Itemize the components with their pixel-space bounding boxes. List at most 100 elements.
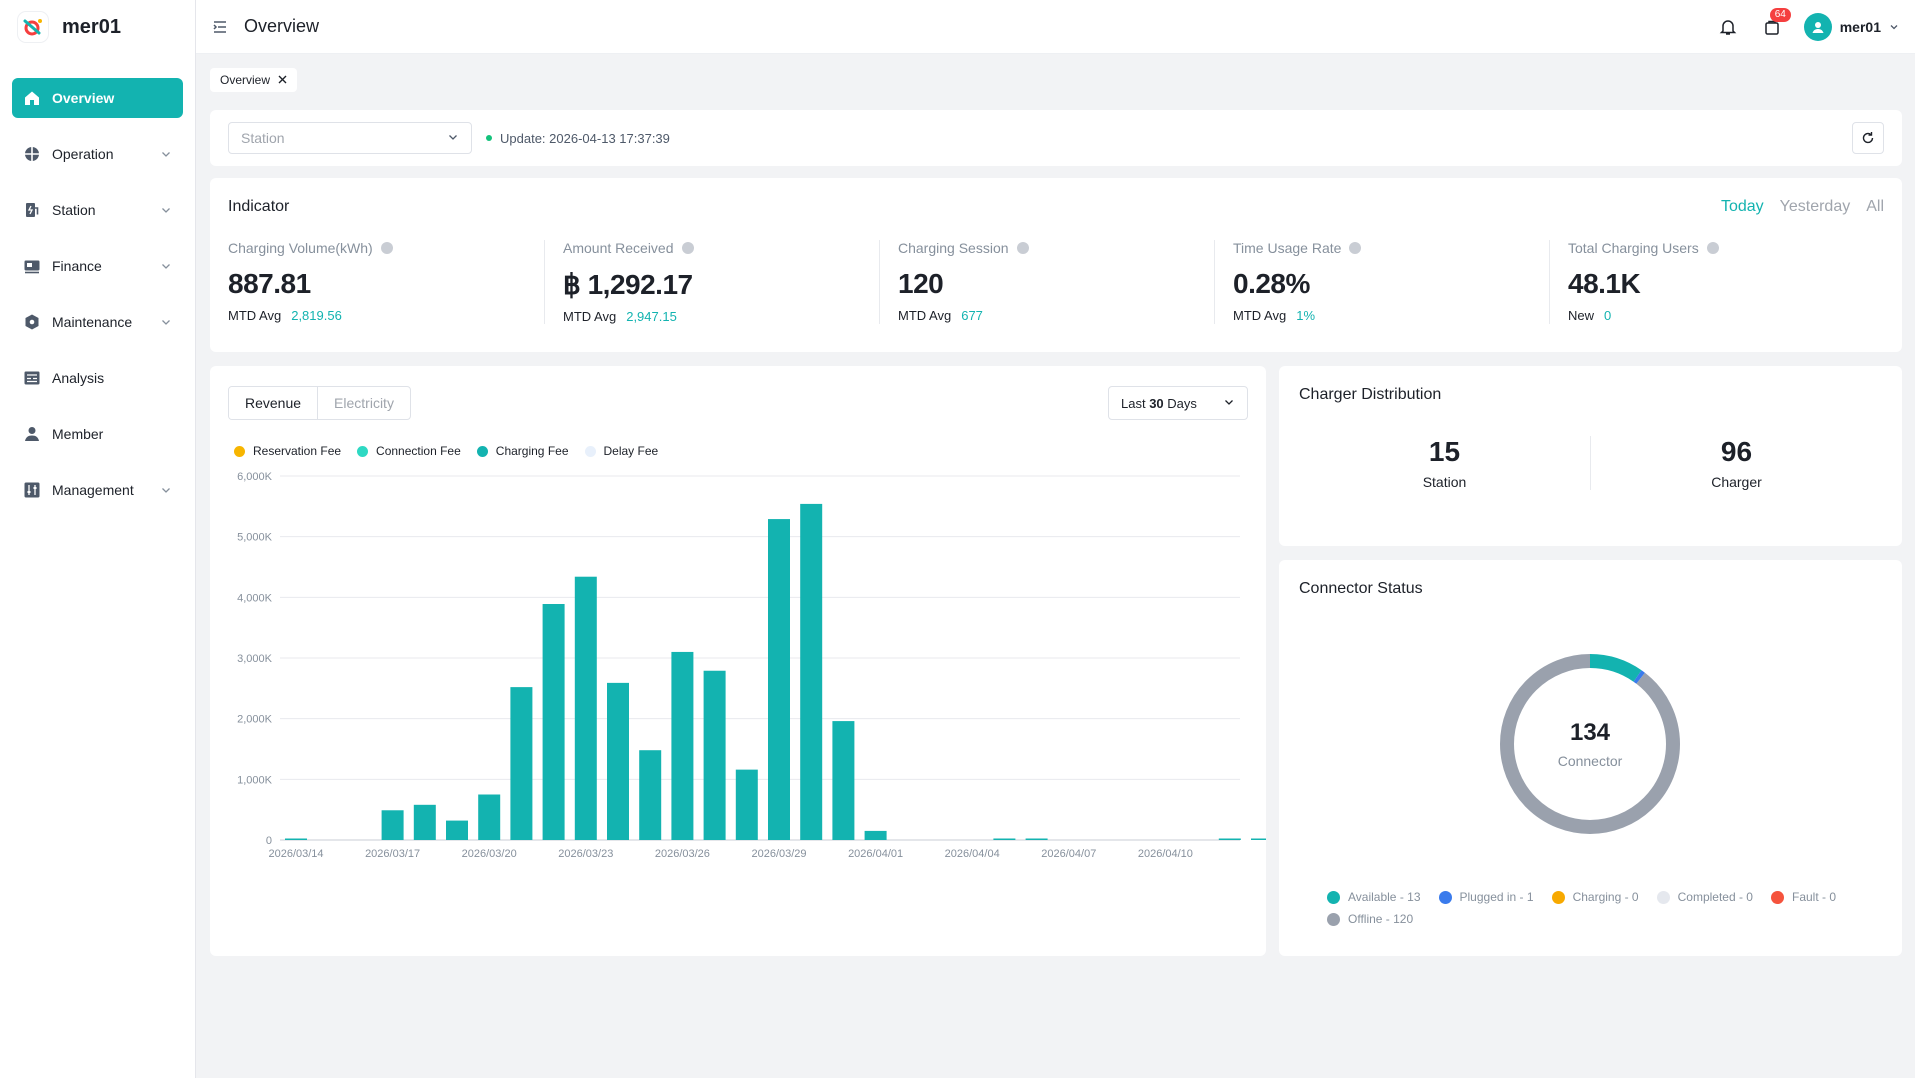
tab-electricity[interactable]: Electricity	[334, 395, 394, 411]
legend-swatch	[1770, 890, 1784, 904]
legend-item[interactable]: Reservation Fee	[234, 444, 341, 458]
period-today[interactable]: Today	[1720, 198, 1764, 215]
legend-item[interactable]: Offline - 120	[1327, 912, 1413, 926]
page-title: Overview	[244, 16, 320, 36]
notification-bell-icon[interactable]	[1716, 15, 1740, 39]
bar-2026/03/30[interactable]	[800, 503, 823, 840]
user-menu[interactable]: mer01	[1803, 12, 1899, 41]
metric-label: Total Charging Users	[1568, 240, 1699, 256]
bar-2026/03/22[interactable]	[542, 604, 565, 840]
charger-distribution-panel: Charger Distribution 15 Station 96 Charg…	[1279, 366, 1902, 546]
legend-item[interactable]: Delay Fee	[584, 444, 659, 458]
legend-item[interactable]: Connection Fee	[357, 444, 461, 458]
update-time: 2026-04-13 17:37:39	[549, 130, 670, 146]
info-icon[interactable]	[1016, 242, 1029, 254]
metric-sub-label: MTD Avg	[898, 308, 952, 323]
bar-2026/03/18[interactable]	[413, 804, 436, 840]
sidebar-item-overview[interactable]: Overview	[12, 78, 183, 118]
metric-card: Amount Received ฿ 1,292.17 MTD Avg 2,947.15	[563, 240, 880, 324]
period-yesterday[interactable]: Yesterday	[1779, 198, 1851, 215]
bar-2026/04/06[interactable]	[1025, 838, 1048, 841]
legend-swatch	[1327, 912, 1340, 926]
connector-total-label: Connector	[1557, 753, 1623, 769]
bar-2026/03/28[interactable]	[735, 769, 758, 840]
donut-slice[interactable]	[1500, 654, 1680, 834]
date-range-select[interactable]: Last 30 Days	[1108, 386, 1248, 420]
bar-2026/03/19[interactable]	[446, 820, 468, 840]
task-bag-icon[interactable]: 64	[1760, 7, 1791, 39]
close-icon[interactable]	[278, 73, 287, 87]
period-all[interactable]: All	[1866, 198, 1884, 215]
tab-overview[interactable]: Overview	[210, 68, 298, 92]
bar-2026/03/14[interactable]	[285, 838, 307, 841]
metric-card: Total Charging Users 48.1K New 0	[1568, 240, 1884, 324]
bar-2026/03/24[interactable]	[607, 682, 629, 840]
bar-2026/03/31[interactable]	[832, 721, 855, 840]
bar-2026/03/27[interactable]	[703, 670, 726, 840]
station-count-value: 15	[1428, 436, 1461, 467]
legend-item[interactable]: Charging - 0	[1551, 890, 1639, 904]
bar-2026/03/23[interactable]	[574, 576, 597, 840]
legend-swatch	[234, 445, 245, 457]
tab-revenue[interactable]: Revenue	[229, 387, 319, 419]
management-icon	[22, 480, 42, 500]
info-icon[interactable]	[681, 242, 694, 254]
legend-label: Fault - 0	[1791, 890, 1836, 904]
revenue-electricity-toggle: Revenue Electricity	[228, 386, 411, 420]
sidebar-item-member[interactable]: Member	[12, 414, 183, 454]
sidebar-item-operation[interactable]: Operation	[12, 134, 183, 174]
legend-item[interactable]: Completed - 0	[1656, 890, 1753, 904]
bar-2026/03/17[interactable]	[381, 810, 404, 840]
sidebar: mer01 Overview Operation Station Finance Mai…	[0, 0, 196, 1078]
bar-2026/04/12[interactable]	[1218, 838, 1241, 841]
metric-sub-label: MTD Avg	[1233, 308, 1287, 323]
sidebar-item-label: Overview	[52, 90, 115, 106]
sidebar-item-station[interactable]: Station	[12, 190, 183, 230]
legend-label: Delay Fee	[603, 444, 659, 458]
x-tick-label: 2026/03/29	[751, 848, 806, 860]
bar-2026/03/26[interactable]	[671, 651, 694, 840]
connector-status-panel: Connector Status 134 Connector Available…	[1279, 560, 1902, 956]
metric-card: Charging Volume(kWh) 887.81 MTD Avg 2,819.5…	[228, 240, 545, 324]
metric-card: Time Usage Rate 0.28% MTD Avg 1%	[1233, 240, 1550, 324]
refresh-button[interactable]	[1852, 122, 1884, 154]
legend-item[interactable]: Charging Fee	[476, 444, 569, 458]
legend-swatch	[357, 445, 369, 457]
legend-label: Reservation Fee	[253, 444, 342, 458]
bar-2026/03/20[interactable]	[478, 794, 501, 841]
indicator-panel: Indicator Today Yesterday All Charging Vol…	[210, 178, 1902, 352]
bar-2026/03/29[interactable]	[768, 519, 790, 840]
info-icon[interactable]	[380, 242, 393, 254]
metric-value: 887.81	[228, 268, 311, 299]
bar-2026/04/01[interactable]	[864, 830, 887, 840]
metric-sub-value: 677	[961, 308, 983, 323]
info-icon[interactable]	[1349, 242, 1362, 254]
legend-item[interactable]: Available - 13	[1327, 890, 1421, 904]
bar-2026/03/25[interactable]	[639, 750, 662, 840]
legend-item[interactable]: Fault - 0	[1770, 890, 1836, 904]
metric-sub-value: 2,819.56	[291, 308, 342, 323]
station-select-placeholder: Station	[241, 130, 285, 146]
x-tick-label: 2026/04/07	[1041, 848, 1096, 860]
collapse-menu-icon[interactable]	[212, 18, 230, 36]
x-tick-label: 2026/04/04	[945, 848, 1000, 860]
revenue-chart-panel: Revenue Electricity Last 30 Days Reservat…	[210, 366, 1266, 956]
sidebar-item-finance[interactable]: Finance	[12, 246, 183, 286]
x-tick-label: 2026/04/10	[1138, 848, 1193, 860]
legend-item[interactable]: Plugged in - 1	[1438, 890, 1534, 904]
chevron-down-icon	[1223, 396, 1235, 411]
bar-2026/04/05[interactable]	[993, 838, 1016, 841]
station-select[interactable]: Station	[228, 122, 472, 154]
info-icon[interactable]	[1706, 242, 1719, 254]
y-tick-label: 1,000K	[237, 774, 273, 786]
sidebar-item-analysis[interactable]: Analysis	[12, 358, 183, 398]
finance-icon	[22, 256, 42, 276]
connector-legend: Available - 13 Plugged in - 1 Charging - 0…	[1327, 890, 1867, 926]
bar-2026/03/21[interactable]	[510, 687, 533, 840]
sidebar-item-maintenance[interactable]: Maintenance	[12, 302, 183, 342]
sidebar-item-label: Station	[52, 202, 96, 218]
operation-icon	[22, 144, 42, 164]
bar-2026/04/13[interactable]	[1251, 838, 1266, 841]
legend-label: Offline - 120	[1348, 912, 1414, 926]
sidebar-item-management[interactable]: Management	[12, 470, 183, 510]
